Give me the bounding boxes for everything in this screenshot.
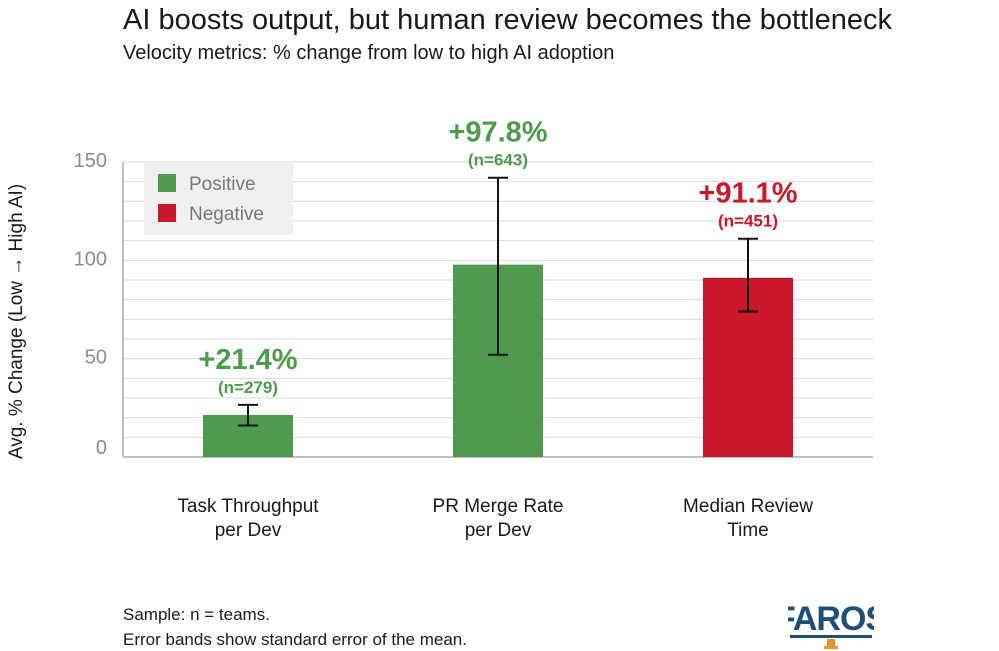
x-tick-label-3: Median Review	[683, 496, 813, 517]
n-label-1: (n=279)	[218, 378, 278, 397]
value-label-3: +91.1%	[698, 178, 797, 210]
chart-title: AI boosts output, but human review becom…	[123, 4, 892, 36]
legend-swatch-positive	[158, 174, 176, 192]
logo-underline	[790, 635, 872, 638]
y-tick-label: 100	[74, 248, 107, 270]
n-label-2: (n=643)	[468, 151, 528, 170]
x-tick-label-3: Time	[727, 520, 769, 541]
faros-logo-text: FAROS	[788, 600, 874, 638]
x-tick-label-2: PR Merge Rate	[433, 496, 564, 517]
legend-label-positive: Positive	[189, 174, 256, 195]
legend-label-negative: Negative	[189, 204, 264, 225]
n-label-3: (n=451)	[718, 212, 778, 231]
value-label-1: +21.4%	[198, 344, 297, 376]
legend-swatch-negative	[158, 204, 176, 222]
y-tick-label: 0	[96, 437, 107, 459]
y-axis-title: Avg. % Change (Low → High AI)	[6, 184, 27, 459]
bar-chart: 0 50 100 150 Avg. % Change (Low → High AI) Po…	[6, 117, 873, 541]
x-tick-label-2: per Dev	[465, 520, 532, 541]
footnote-error-bands: Error bands show standard error of the m…	[123, 630, 467, 649]
x-tick-label-1: Task Throughput	[177, 496, 319, 517]
chart-subtitle: Velocity metrics: % change from low to h…	[123, 42, 615, 64]
x-tick-label-1: per Dev	[215, 520, 282, 541]
lighthouse-icon	[824, 639, 838, 649]
footnote-sample: Sample: n = teams.	[123, 605, 270, 624]
faros-logo: FAROS	[788, 600, 874, 649]
value-label-2: +97.8%	[448, 117, 547, 149]
y-tick-label: 150	[74, 150, 107, 172]
y-tick-label: 50	[85, 347, 107, 369]
